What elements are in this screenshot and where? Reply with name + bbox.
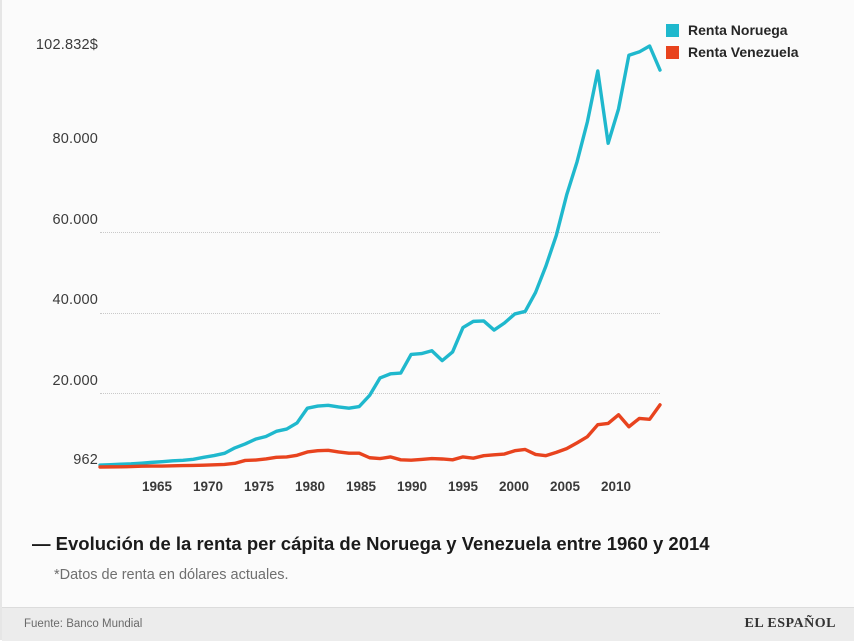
chart-plot-area: 102.832$ 80.000 60.000 40.000 20.000 962… — [2, 0, 854, 512]
legend-item-renta-venezuela[interactable]: Renta Venezuela — [666, 44, 799, 60]
y-axis-tick-label-80000: 80.000 — [52, 131, 98, 147]
series-line-renta-venezuela — [98, 403, 662, 469]
y-axis-tick-label-962: 962 — [73, 452, 98, 468]
gridline-20000 — [100, 393, 660, 394]
legend-item-renta-noruega[interactable]: Renta Noruega — [666, 22, 799, 38]
caption-block: — Evolución de la renta per cápita de No… — [2, 512, 854, 607]
gridline-60000 — [100, 232, 660, 233]
line-chart-svg — [98, 44, 662, 469]
publisher-logo: EL ESPAÑOL — [744, 616, 836, 631]
x-axis-tick-label-2010: 2010 — [600, 479, 632, 494]
chart-title: — Evolución de la renta per cápita de No… — [32, 533, 710, 554]
x-axis-tick-label-2000: 2000 — [498, 479, 530, 494]
chart-legend: Renta Noruega Renta Venezuela — [666, 22, 799, 66]
x-axis-tick-label-1990: 1990 — [396, 479, 428, 494]
x-axis-tick-label-1985: 1985 — [345, 479, 377, 494]
chart-subtitle: *Datos de renta en dólares actuales. — [54, 567, 289, 583]
gridline-40000 — [100, 313, 660, 314]
legend-item-label: Renta Noruega — [688, 22, 788, 38]
footer-source-text: Fuente: Banco Mundial — [24, 618, 143, 630]
x-axis-tick-label-2005: 2005 — [549, 479, 581, 494]
x-axis-tick-label-1965: 1965 — [141, 479, 173, 494]
footer-bar: Fuente: Banco Mundial EL ESPAÑOL — [2, 607, 854, 641]
x-axis-tick-label-1980: 1980 — [294, 479, 326, 494]
y-axis-tick-label-40000: 40.000 — [52, 292, 98, 308]
y-axis-tick-label-60000: 60.000 — [52, 212, 98, 228]
series-line-renta-noruega — [98, 44, 662, 467]
x-axis-tick-label-1975: 1975 — [243, 479, 275, 494]
x-axis-tick-label-1970: 1970 — [192, 479, 224, 494]
y-axis-tick-label-20000: 20.000 — [52, 373, 98, 389]
legend-color-swatch-icon — [666, 23, 679, 37]
legend-item-label: Renta Venezuela — [688, 44, 799, 60]
y-axis-tick-label-102832: 102.832$ — [35, 37, 98, 53]
legend-color-swatch-icon — [666, 45, 679, 59]
x-axis-tick-label-1995: 1995 — [447, 479, 479, 494]
